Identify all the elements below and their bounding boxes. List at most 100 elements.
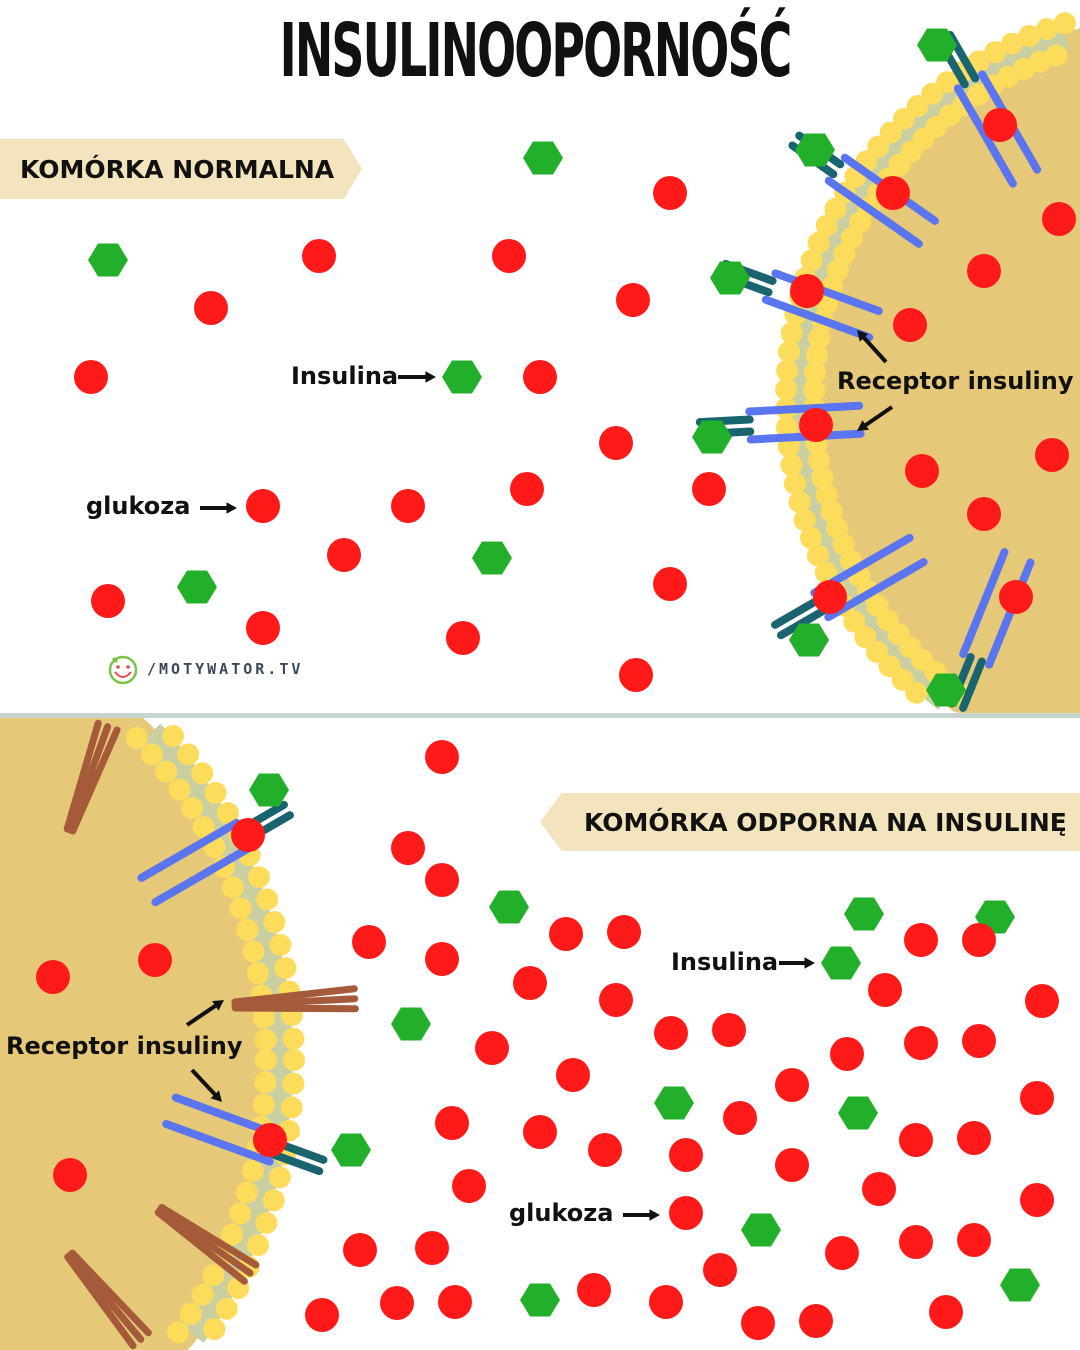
- glucose-molecule: [799, 1304, 833, 1338]
- membrane-bead: [815, 483, 838, 506]
- membrane-bead: [814, 561, 837, 584]
- glucose-molecule: [523, 1115, 557, 1149]
- glucose-molecule: [962, 923, 996, 957]
- glucose-molecule: [967, 497, 1001, 531]
- molecules: [36, 28, 1076, 1340]
- membrane-bead: [167, 1321, 190, 1344]
- insulin-molecule: [331, 1133, 371, 1167]
- membrane-bead: [1045, 44, 1068, 67]
- glucose-molecule: [492, 239, 526, 273]
- arrow-head: [649, 1209, 660, 1221]
- glucose-molecule: [649, 1285, 683, 1319]
- membrane-bead: [780, 322, 803, 345]
- glucose-molecule: [1042, 202, 1076, 236]
- membrane-bead: [282, 1027, 305, 1050]
- membrane-bead: [242, 940, 265, 963]
- glucose-molecule: [391, 489, 425, 523]
- glucose-molecule: [446, 621, 480, 655]
- membrane-bead: [221, 876, 244, 899]
- membrane-bead: [229, 897, 252, 920]
- resistant-receptor: [154, 1204, 260, 1285]
- membrane-bead: [854, 626, 877, 649]
- membrane-bead: [806, 544, 829, 567]
- insulin-molecule: [523, 141, 563, 175]
- normal-cell: [695, 12, 1080, 713]
- glucose-molecule: [741, 1306, 775, 1340]
- glucose-molecule: [74, 360, 108, 394]
- membrane-bead: [280, 1096, 303, 1119]
- insulin-label-bottom: Insulina: [671, 948, 779, 976]
- membrane-bead: [799, 526, 822, 549]
- insulin-molecule: [249, 773, 289, 807]
- membrane-bead: [215, 1297, 238, 1320]
- glucose-label-bottom: glukoza: [509, 1199, 614, 1227]
- glucose-molecule: [425, 863, 459, 897]
- insulin-molecule: [177, 570, 217, 604]
- glucose-molecule: [510, 472, 544, 506]
- arrow: [862, 405, 894, 428]
- insulin-molecule: [472, 541, 512, 575]
- membrane-bead: [192, 816, 215, 839]
- membrane-bead: [191, 762, 214, 785]
- receptor-label-bottom: Receptor insuliny: [6, 1032, 243, 1060]
- membrane-bead: [203, 1318, 226, 1341]
- logo: /MOTYWATOR.TV: [105, 652, 303, 686]
- insulin-molecule: [1000, 1268, 1040, 1302]
- glucose-molecule: [799, 408, 833, 442]
- glucose-molecule: [523, 360, 557, 394]
- membrane-bead: [936, 71, 959, 94]
- glucose-molecule: [513, 966, 547, 1000]
- glucose-molecule: [876, 176, 910, 210]
- glucose-molecule: [53, 1158, 87, 1192]
- glucose-molecule: [868, 973, 902, 1007]
- glucose-molecule: [425, 740, 459, 774]
- membrane-bead: [262, 1189, 285, 1212]
- glucose-molecule: [813, 580, 847, 614]
- arrow-head: [857, 330, 869, 342]
- cell-membrane: [182, 1060, 293, 1343]
- insulin-molecule: [88, 243, 128, 277]
- glucose-molecule: [438, 1285, 472, 1319]
- membrane-bead: [268, 1166, 291, 1189]
- glucose-molecule: [825, 1236, 859, 1270]
- membrane-bead: [221, 1223, 244, 1246]
- membrane-bead: [805, 344, 828, 367]
- membrane-bead: [283, 1049, 305, 1071]
- glucose-molecule: [1025, 984, 1059, 1018]
- membrane-bead: [1018, 24, 1041, 47]
- glucose-molecule: [983, 108, 1017, 142]
- membrane-bead: [1035, 18, 1058, 41]
- glucose-molecule: [999, 580, 1033, 614]
- label-arrows: [185, 330, 894, 1221]
- resistant-receptor: [231, 985, 359, 1013]
- glucose-molecule: [138, 943, 172, 977]
- insulin-molecule: [520, 1283, 560, 1317]
- glucose-molecule: [452, 1169, 486, 1203]
- insulin-molecule: [489, 890, 529, 924]
- membrane-bead: [820, 500, 843, 523]
- membrane-bead: [811, 466, 834, 489]
- glucose-molecule: [905, 454, 939, 488]
- logo-text: /MOTYWATOR.TV: [147, 660, 304, 678]
- membrane-bead: [255, 1211, 278, 1234]
- membrane-bead: [808, 449, 831, 472]
- membrane-bead: [125, 726, 148, 749]
- membrane-bead: [254, 1071, 277, 1094]
- membrane-bead: [878, 655, 901, 678]
- arrow-head: [804, 957, 815, 969]
- insulin-molecule: [442, 360, 482, 394]
- glucose-label-top: glukoza: [86, 492, 191, 520]
- glucose-molecule: [36, 960, 70, 994]
- glucose-molecule: [305, 1298, 339, 1332]
- membrane-bead: [177, 743, 200, 766]
- insulin-molecule: [838, 1096, 878, 1130]
- membrane-bead: [906, 94, 929, 117]
- insulin-molecule: [821, 946, 861, 980]
- insulin-molecule: [795, 133, 835, 167]
- glucose-molecule: [231, 818, 265, 852]
- membrane-bead: [776, 359, 799, 382]
- membrane-bead: [788, 490, 811, 513]
- membrane-bead: [282, 1072, 305, 1095]
- glucose-molecule: [904, 923, 938, 957]
